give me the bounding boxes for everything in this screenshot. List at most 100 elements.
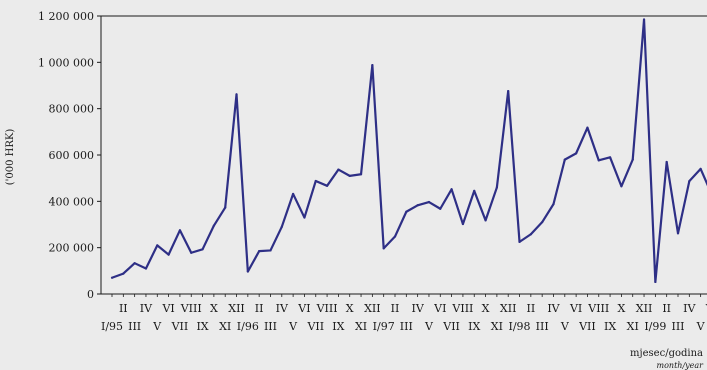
data-point	[620, 185, 623, 188]
data-point	[642, 18, 646, 21]
data-point	[597, 159, 600, 162]
x-tick-label: V	[424, 320, 434, 333]
data-point	[156, 244, 159, 247]
x-tick-label: II	[526, 302, 535, 315]
x-tick-label: II	[391, 302, 400, 315]
x-tick-label: IV	[140, 302, 153, 315]
x-tick-label: VI	[569, 302, 582, 315]
series-group	[110, 18, 707, 284]
y-tick-label: 1 200 000	[38, 10, 94, 23]
x-tick-label: VIII	[316, 302, 338, 315]
x-tick-label: XII	[364, 302, 381, 315]
data-point	[416, 204, 419, 207]
data-point	[676, 232, 680, 235]
x-tick-label: VI	[433, 302, 446, 315]
data-point	[190, 251, 193, 254]
x-tick-label: X	[482, 302, 490, 315]
data-point	[314, 179, 317, 183]
x-tick-label: III	[400, 320, 413, 333]
y-tick-label: 600 000	[49, 149, 95, 162]
x-tick-label: X	[210, 302, 218, 315]
data-point	[371, 64, 374, 67]
x-tick-label: II	[119, 302, 128, 315]
data-point	[382, 247, 385, 250]
x-tick-label: XI	[355, 320, 367, 333]
x-tick-label: VII	[306, 320, 324, 333]
data-point	[575, 152, 578, 155]
data-point	[348, 174, 351, 177]
data-point	[292, 192, 295, 196]
data-point	[439, 207, 442, 210]
data-point	[110, 276, 114, 279]
data-point	[167, 253, 170, 256]
x-axis-title: mjesec/godina	[630, 348, 703, 359]
x-axis-title-secondary: month/year	[657, 361, 705, 370]
x-tick-label: VIII	[451, 302, 473, 315]
data-point	[133, 262, 136, 265]
x-tick-label: V	[152, 320, 162, 333]
y-tick-label: 200 000	[49, 242, 95, 255]
x-tick-label: VI	[705, 302, 707, 315]
data-point	[427, 200, 431, 204]
data-point	[586, 126, 589, 129]
data-point	[563, 158, 566, 161]
data-point	[552, 203, 555, 206]
x-tick-label: IX	[332, 320, 344, 333]
x-tick-label: X	[346, 302, 354, 315]
data-point	[178, 229, 182, 232]
x-tick-label: XII	[636, 302, 653, 315]
data-point	[235, 93, 238, 96]
y-axis-title: ('000 HRK)	[5, 129, 16, 186]
data-point	[450, 188, 453, 191]
x-tick-label: I/99	[644, 320, 666, 333]
y-axis-title-group: ('000 HRK)	[5, 129, 16, 186]
data-point	[269, 249, 272, 252]
data-point	[688, 180, 691, 183]
x-tick-label: VI	[297, 302, 310, 315]
x-tick-label: II	[255, 302, 264, 315]
x-tick-label: VII	[578, 320, 596, 333]
x-tick-label: I/98	[508, 320, 530, 333]
data-point	[473, 189, 476, 193]
x-tick-label: X	[617, 302, 625, 315]
data-point	[212, 224, 215, 227]
x-axis-title-group: mjesec/godina month/year	[630, 348, 704, 370]
data-point	[665, 160, 668, 164]
series-line	[111, 18, 707, 284]
data-point	[224, 206, 227, 209]
data-point	[359, 173, 363, 176]
data-point	[495, 186, 498, 189]
x-tick-label: II	[662, 302, 671, 315]
data-point	[337, 168, 340, 171]
x-tick-label: XI	[491, 320, 503, 333]
x-tick-label: V	[696, 320, 706, 333]
x-tick-label: I/95	[101, 320, 123, 333]
y-tick-label: 800 000	[49, 103, 95, 116]
data-point	[461, 222, 465, 226]
data-point	[631, 158, 634, 161]
x-tick-label: III	[536, 320, 549, 333]
x-tick-label: XII	[228, 302, 245, 315]
y-tick-label: 0	[87, 288, 94, 301]
x-tick-label: IX	[196, 320, 208, 333]
data-point	[201, 248, 204, 251]
x-tick-label: I/96	[237, 320, 259, 333]
x-tick-label: V	[288, 320, 298, 333]
x-tick-label: V	[560, 320, 570, 333]
x-tick-label: I/97	[373, 320, 395, 333]
x-tick-label: VIII	[180, 302, 202, 315]
data-point	[541, 221, 544, 224]
x-tick-label: III	[128, 320, 141, 333]
data-point	[699, 167, 702, 170]
data-point	[654, 280, 657, 284]
data-point	[280, 225, 283, 228]
x-tick-label: III	[264, 320, 277, 333]
data-point	[484, 219, 487, 222]
data-point	[405, 210, 408, 213]
data-point	[258, 250, 261, 253]
x-tick-label: VII	[442, 320, 460, 333]
x-tick-label: XII	[500, 302, 517, 315]
x-tick-label: III	[671, 320, 684, 333]
